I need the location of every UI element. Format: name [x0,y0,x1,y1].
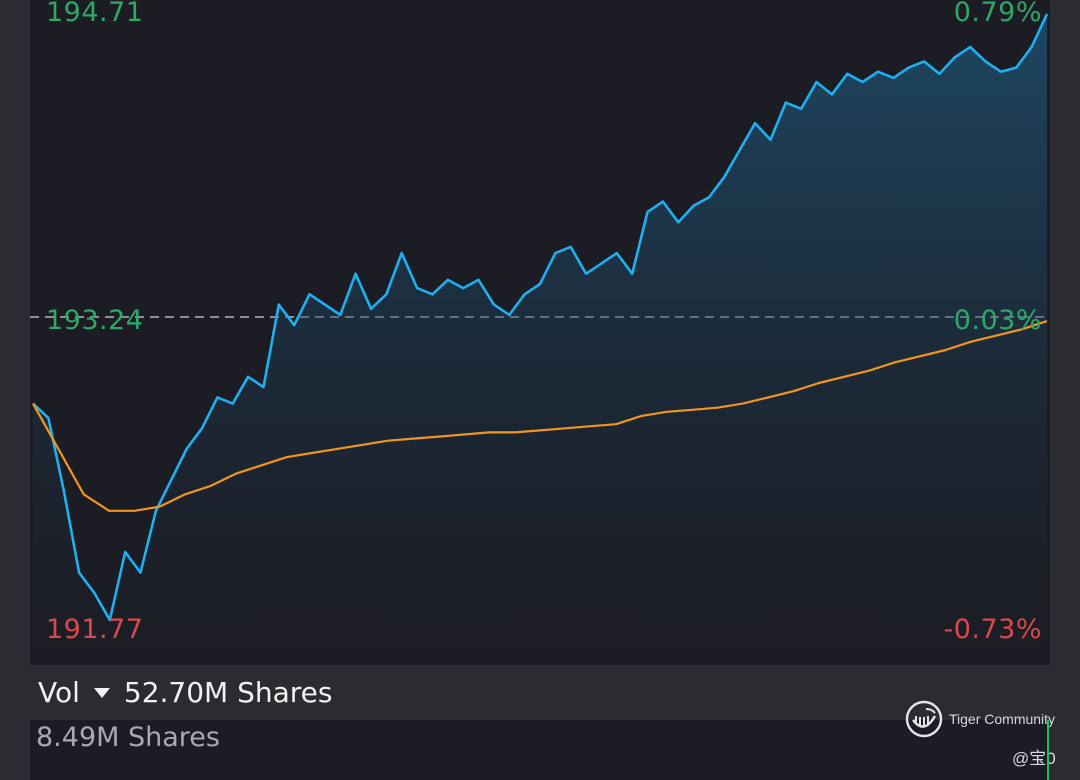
volume-current: 8.49M Shares [36,722,220,753]
price-high-label: 194.71 [46,0,144,28]
volume-total: 52.70M Shares [123,676,333,709]
series-layer [32,13,1049,665]
volume-selector[interactable]: Vol 52.70M Shares [38,676,333,709]
watermark-handle: @宝0 [1012,749,1056,768]
intraday-chart-panel[interactable]: 194.71 0.79% 193.24 0.03% 191.77 -0.73% [30,0,1050,665]
pct-low-label: -0.73% [943,614,1042,645]
caret-down-icon[interactable] [93,687,110,698]
pct-prev-close-label: 0.03% [953,305,1042,336]
price-area-fill [33,14,1047,665]
average-price-series-line [32,320,1048,512]
price-prev-close-label: 193.24 [46,305,144,336]
volume-label[interactable]: Vol [38,676,80,709]
tiger-logo-icon [905,700,943,738]
crosshair-cursor-line [1047,720,1049,780]
price-series-line [32,13,1049,622]
volume-bars-panel[interactable] [30,720,1050,780]
pct-high-label: 0.79% [953,0,1042,28]
intraday-chart-svg[interactable] [30,0,1050,665]
volume-header [0,665,1080,720]
price-low-label: 191.77 [46,614,144,645]
watermark-text: Tiger Community [949,711,1056,727]
watermark: Tiger Community [904,699,1055,739]
